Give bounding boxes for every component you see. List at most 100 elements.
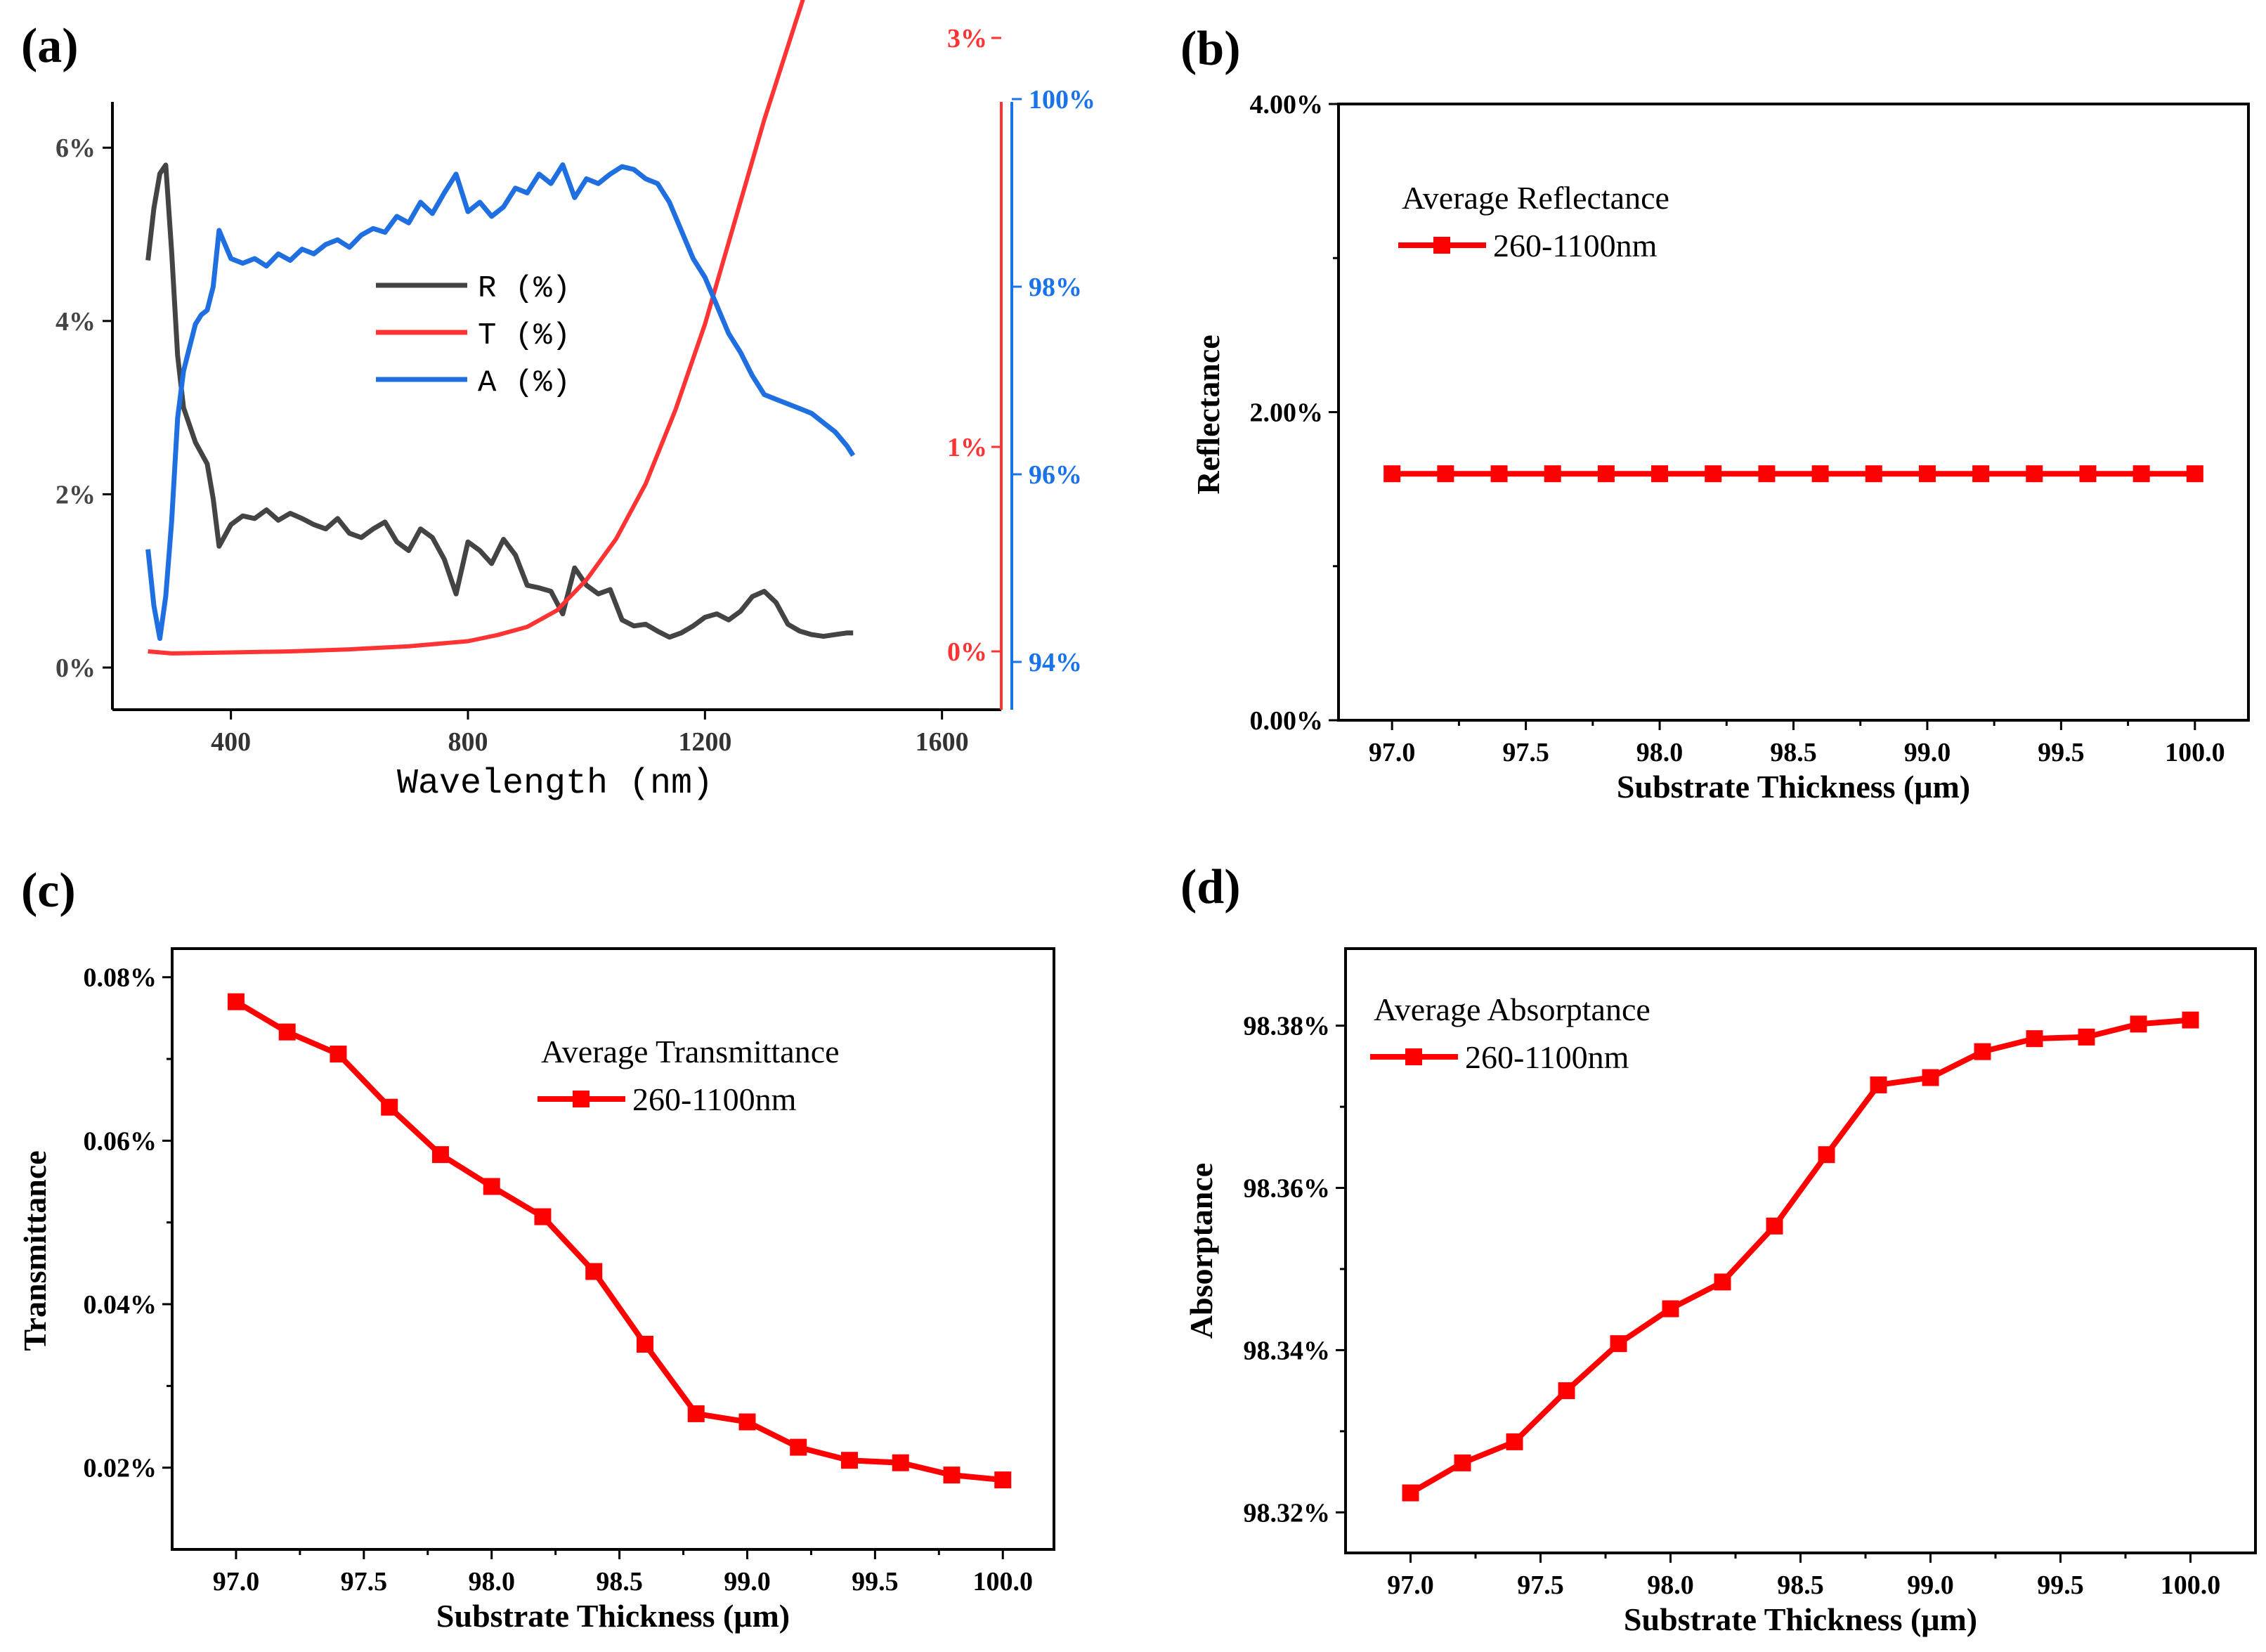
x-tick-label: 98.0	[1636, 738, 1684, 767]
data-point	[2026, 1030, 2043, 1048]
data-point	[1544, 465, 1561, 483]
right-a-tick-label: 100%	[1029, 85, 1095, 115]
panel-b: (b) 0.00% 2.00% 4.00% 97.0 97.5 98.0 98.5 99.0 99…	[1180, 22, 2250, 805]
data-point	[1870, 1076, 1887, 1093]
x-tick-label: 98.0	[468, 1567, 515, 1596]
x-tick-label: 1200	[678, 727, 731, 757]
x-tick-label: 99.0	[1904, 738, 1951, 767]
data-point	[1974, 1043, 1991, 1060]
data-point	[1558, 1382, 1575, 1400]
y-tick-label: 0.04%	[84, 1290, 157, 1320]
data-point	[534, 1208, 552, 1225]
legend-title: Average Reflectance	[1402, 180, 1669, 216]
data-point	[2026, 465, 2043, 483]
data-point	[994, 1471, 1012, 1489]
series-line	[1409, 1017, 2191, 1496]
x-tick-label: 99.5	[2037, 1570, 2084, 1600]
left-tick-label: 4%	[56, 307, 96, 337]
legend-label: A (%)	[478, 365, 571, 401]
x-axis-title: Substrate Thickness (μm)	[1624, 1601, 1977, 1637]
legend-title: Average Transmittance	[541, 1034, 840, 1069]
x-tick-label: 100.0	[2161, 1570, 2221, 1600]
right-a-tick-label: 94%	[1029, 648, 1082, 677]
left-tick-label: 6%	[56, 134, 96, 163]
y-axis-title: Absorptance	[1183, 1163, 1219, 1339]
y-tick-label: 0.08%	[84, 963, 157, 993]
x-tick-label: 97.5	[1517, 1570, 1564, 1600]
y-axis-title: Reflectance	[1190, 334, 1226, 494]
legend-swatch-marker	[573, 1091, 590, 1107]
panel-label: (b)	[1180, 22, 1241, 76]
data-point	[1490, 465, 1508, 483]
y-tick-label: 4.00%	[1250, 90, 1324, 119]
series-a-line	[145, 162, 856, 642]
panel-c: (c) 0.02% 0.04% 0.06% 0.08% 97.0 97.5 98.0 98.5 9…	[17, 864, 1055, 1634]
right-a-tick-label: 96%	[1029, 460, 1082, 490]
x-tick-label: 99.5	[2038, 738, 2085, 767]
legend-entry: 260-1100nm	[1493, 228, 1658, 264]
right-a-tick-label: 98%	[1029, 273, 1082, 302]
data-point	[585, 1263, 603, 1280]
data-point	[2130, 1015, 2147, 1033]
right-t-tick-label: 1%	[947, 433, 987, 462]
data-point	[2078, 1028, 2095, 1046]
data-point	[1705, 465, 1722, 483]
data-point	[1766, 1217, 1783, 1235]
legend-label: R (%)	[478, 271, 571, 306]
data-point	[1662, 1300, 1679, 1318]
data-point	[1922, 1069, 1939, 1086]
x-tick-label: 100.0	[972, 1567, 1033, 1596]
data-point	[381, 1098, 398, 1116]
panel-label-a: (a)	[21, 19, 79, 73]
data-point	[892, 1454, 909, 1471]
legend-entry: 260-1100nm	[632, 1081, 797, 1117]
series-r-line	[145, 162, 854, 640]
x-tick-label: 99.0	[1907, 1570, 1954, 1600]
data-point	[790, 1438, 807, 1456]
data-point	[1918, 465, 1936, 483]
y-tick-label: 98.36%	[1244, 1174, 1331, 1204]
x-tick-label: 98.0	[1647, 1570, 1694, 1600]
legend-swatch-marker	[1405, 1048, 1422, 1065]
y-tick-label: 98.34%	[1244, 1336, 1331, 1365]
panel-a: (a) 0% 2% 4% 6% 400 800 1200 1600 Wavelength (nm)…	[21, 0, 1095, 804]
x-tick-label: 98.5	[596, 1567, 643, 1596]
x-tick-label: 97.0	[213, 1567, 260, 1596]
left-tick-label: 0%	[56, 653, 96, 683]
data-point	[1402, 1484, 1419, 1502]
data-point	[1865, 465, 1882, 483]
right-t-tick-label: 3%	[947, 24, 987, 53]
legend-entry: 260-1100nm	[1465, 1039, 1629, 1075]
data-point	[636, 1336, 653, 1353]
data-point	[227, 993, 245, 1010]
data-point	[840, 1452, 858, 1469]
x-tick-label: 99.5	[852, 1567, 899, 1596]
y-tick-label: 98.38%	[1244, 1012, 1331, 1041]
data-point	[2079, 465, 2097, 483]
data-point	[278, 1023, 296, 1041]
series-line	[234, 999, 1003, 1483]
x-tick-label: 97.0	[1387, 1570, 1434, 1600]
x-tick-label: 97.5	[341, 1567, 388, 1596]
data-point	[483, 1178, 500, 1195]
panel-label: (d)	[1180, 860, 1241, 914]
data-point	[1651, 465, 1669, 483]
data-point	[1383, 465, 1401, 483]
data-point	[1758, 465, 1776, 483]
y-axis-title: Transmittance	[17, 1150, 53, 1351]
data-point	[1714, 1273, 1731, 1291]
series-t-line	[148, 0, 805, 656]
y-tick-label: 0.02%	[84, 1454, 157, 1483]
data-point	[1811, 465, 1829, 483]
panel-d: (d) 98.32% 98.34% 98.36% 98.38% 97.0 97.5 98.0 9…	[1180, 860, 2257, 1637]
data-point	[330, 1046, 347, 1063]
x-tick-label: 400	[211, 727, 251, 757]
x-tick-label: 97.0	[1369, 738, 1416, 767]
plot-frame	[171, 947, 1055, 1551]
data-point	[943, 1466, 961, 1484]
right-t-tick-label: 0%	[947, 637, 987, 667]
data-point	[1454, 1454, 1471, 1471]
data-point	[2186, 465, 2203, 483]
data-point	[2182, 1011, 2199, 1029]
